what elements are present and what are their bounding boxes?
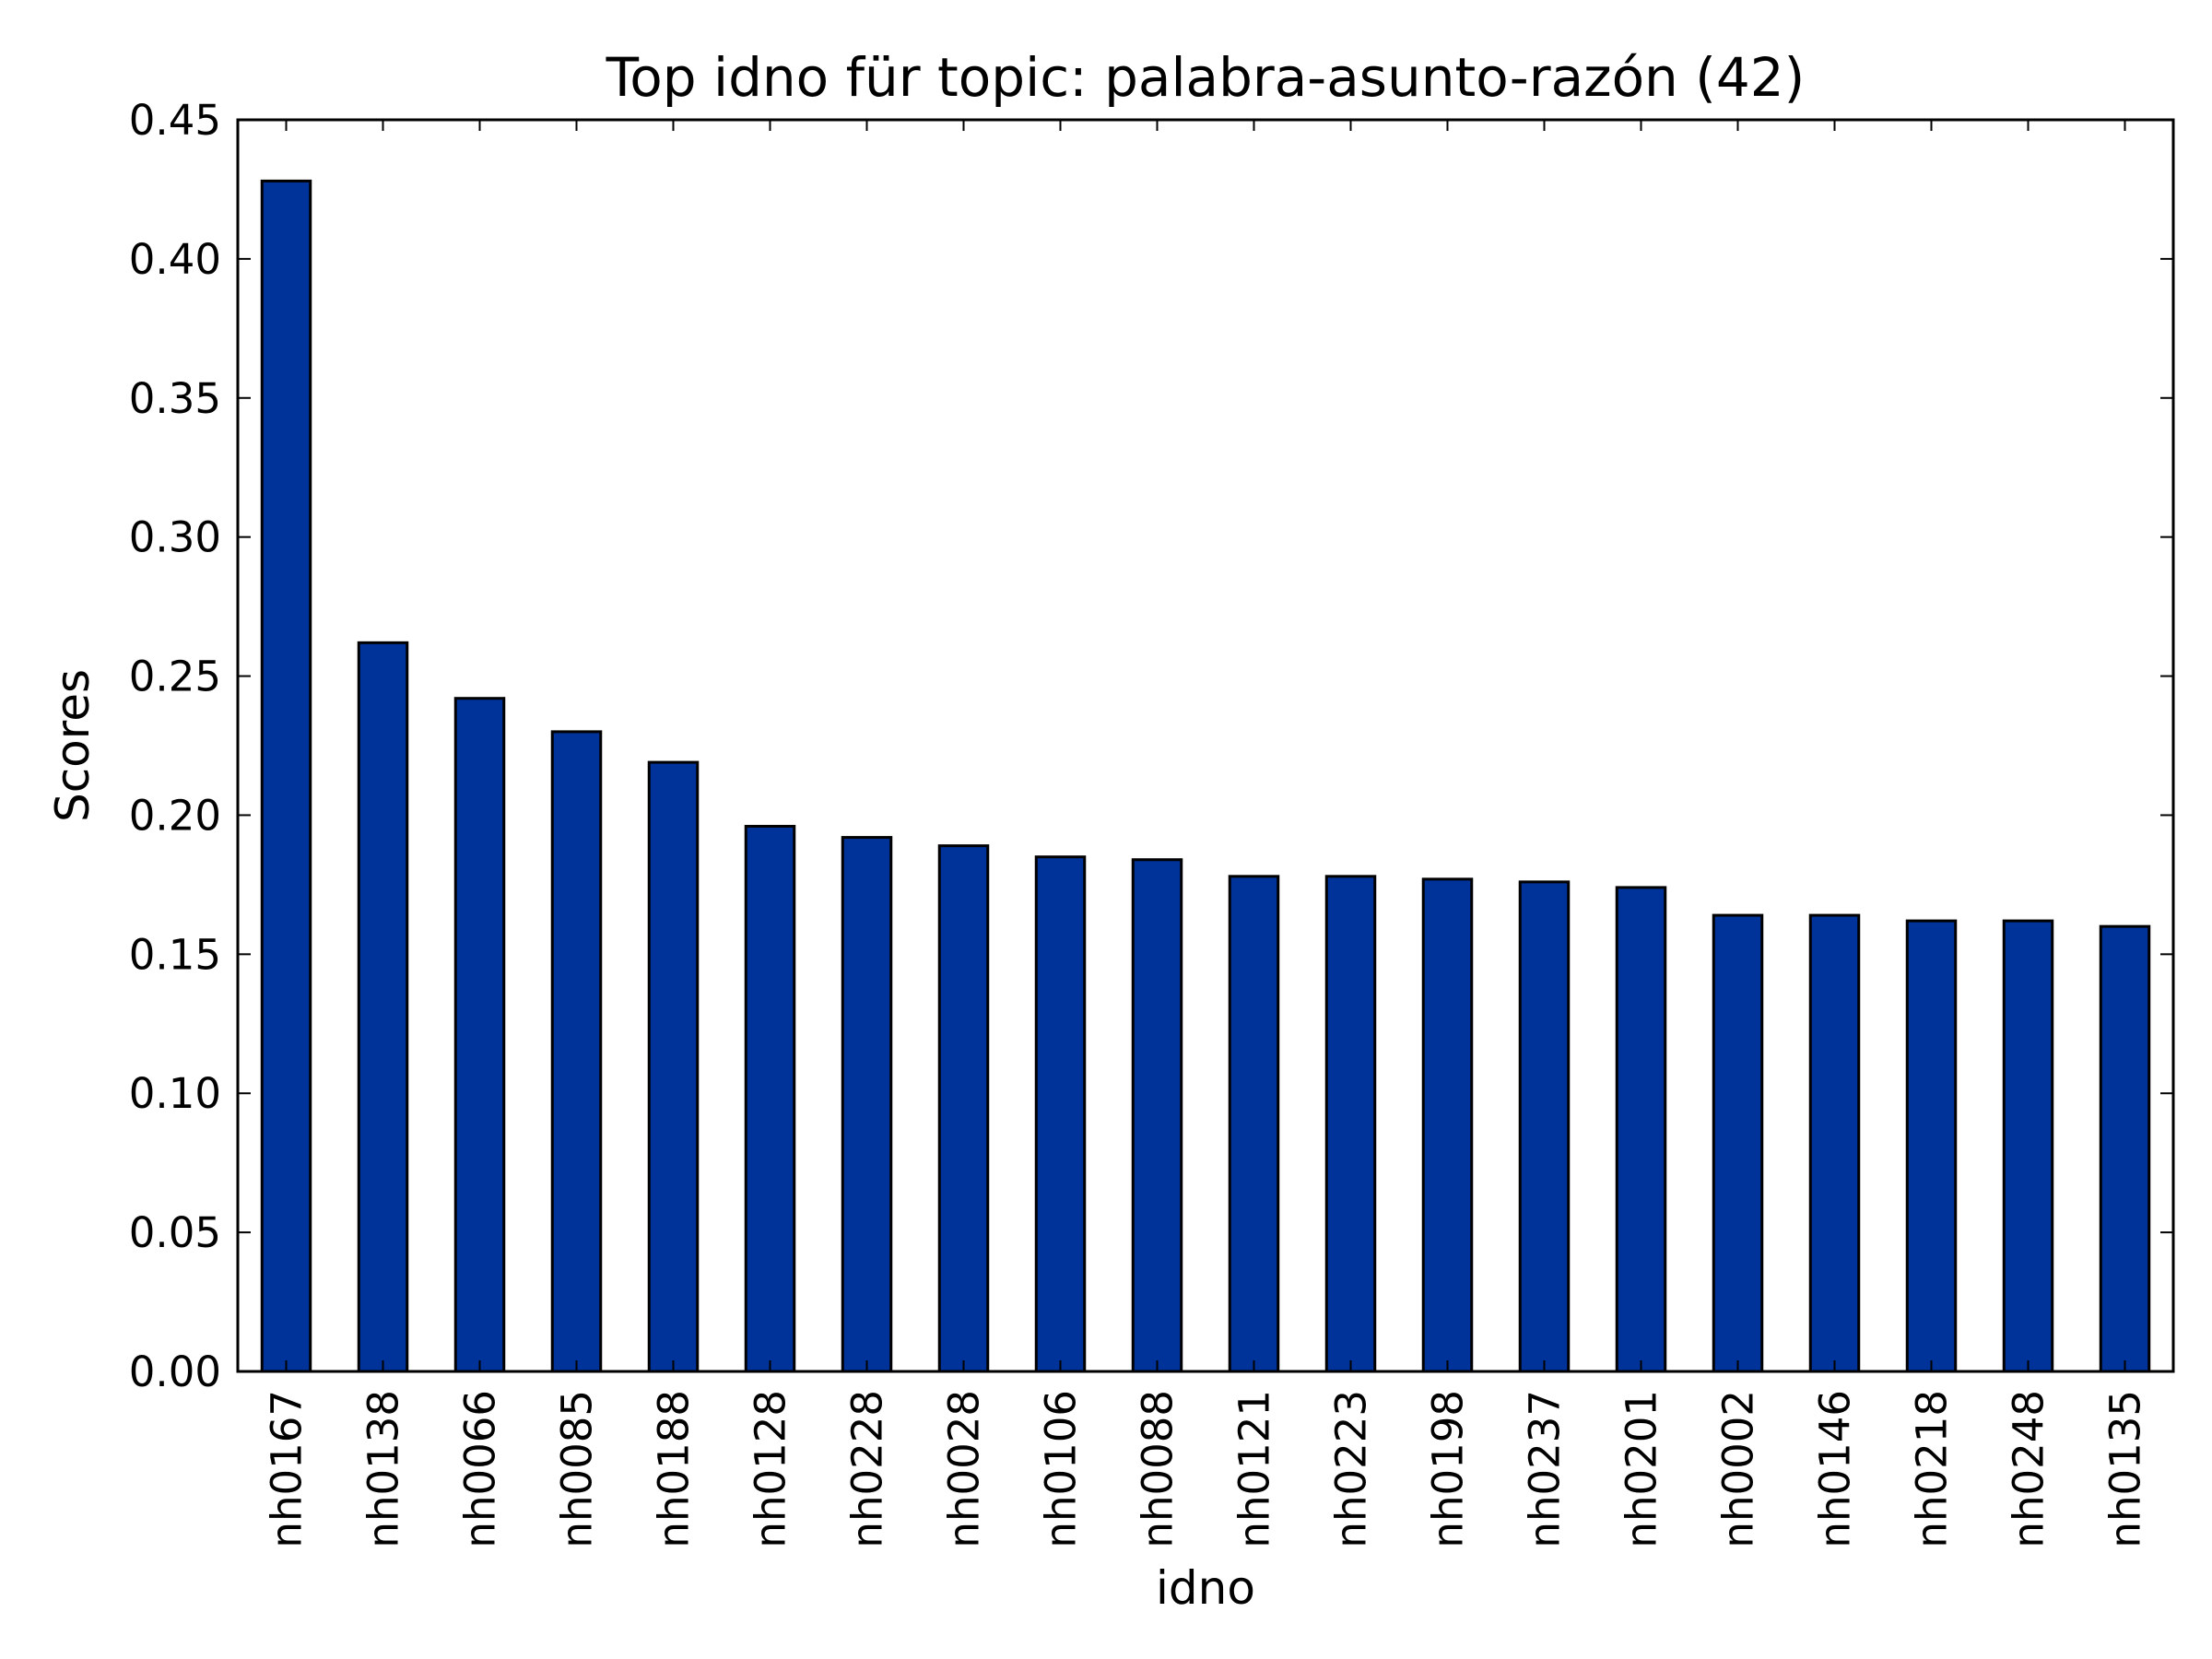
x-axis-label: idno (1156, 1561, 1255, 1615)
bar-nh0138 (357, 641, 409, 1373)
y-tick-labels: 0.00 0.05 0.10 0.15 0.20 0.25 0.30 0.35 0.40 0.45 (129, 96, 221, 1396)
x-tick-labels: nh0167 nh0138 nh0066 nh0085 nh0188 nh0128 nh02… (263, 1390, 2150, 1548)
bar-nh0088 (1131, 858, 1183, 1373)
x-tick-label: nh0198 (1424, 1390, 1473, 1548)
x-tick-label: nh0188 (650, 1390, 699, 1548)
bar-nh0066 (453, 697, 506, 1373)
bar-nh0237 (1518, 880, 1571, 1373)
x-tick-label: nh0002 (1714, 1390, 1763, 1548)
y-tick-label: 0.45 (129, 96, 221, 145)
x-tick-label: nh0228 (843, 1390, 892, 1548)
bars (260, 179, 2151, 1373)
bar-nh0128 (744, 825, 796, 1373)
x-tick-label: nh0135 (2101, 1390, 2150, 1548)
y-tick-label: 0.25 (129, 653, 221, 701)
y-tick-label: 0.00 (129, 1347, 221, 1396)
bar-nh0228 (841, 836, 893, 1373)
y-tick-label: 0.05 (129, 1208, 221, 1257)
bar-nh0135 (2099, 924, 2151, 1373)
x-tick-label: nh0218 (1908, 1390, 1957, 1548)
x-tick-label: nh0028 (940, 1390, 989, 1548)
y-tick-label: 0.40 (129, 235, 221, 284)
y-tick-label: 0.30 (129, 513, 221, 562)
bar-nh0167 (260, 179, 312, 1373)
x-tick-label: nh0066 (456, 1390, 505, 1548)
x-tick-label: nh0201 (1618, 1390, 1666, 1548)
x-tick-label: nh0223 (1327, 1390, 1376, 1548)
x-tick-label: nh0167 (263, 1390, 312, 1548)
y-tick-label: 0.10 (129, 1069, 221, 1118)
bar-nh0002 (1712, 913, 1764, 1373)
bar-nh0028 (937, 844, 990, 1373)
bar-nh0121 (1228, 875, 1280, 1373)
ticks (238, 119, 2173, 1372)
x-tick-label: nh0121 (1230, 1390, 1279, 1548)
bar-nh0248 (2002, 919, 2054, 1373)
bar-nh0218 (1905, 919, 1958, 1373)
x-tick-label: nh0237 (1521, 1390, 1570, 1548)
plot-frame (236, 118, 2175, 1373)
x-tick-label: nh0146 (1811, 1390, 1860, 1548)
bar-nh0223 (1324, 875, 1377, 1373)
bar-nh0201 (1615, 886, 1667, 1373)
x-tick-label: nh0248 (2005, 1390, 2053, 1548)
x-tick-label: nh0088 (1134, 1390, 1182, 1548)
chart-title: Top idno für topic: palabra-asunto-razón… (606, 46, 1806, 109)
bar-nh0085 (550, 730, 603, 1373)
bar-nh0146 (1808, 913, 1861, 1373)
plot-area (236, 118, 2175, 1373)
y-tick-label: 0.35 (129, 374, 221, 423)
bar-nh0106 (1034, 855, 1087, 1373)
bar-nh0188 (647, 760, 700, 1373)
bar-nh0198 (1421, 877, 1474, 1373)
x-tick-label: nh0128 (747, 1390, 795, 1548)
y-axis-label: Scores (46, 669, 100, 822)
x-tick-label: nh0106 (1037, 1390, 1086, 1548)
y-tick-label: 0.20 (129, 791, 221, 840)
y-tick-label: 0.15 (129, 930, 221, 979)
x-tick-label: nh0138 (359, 1390, 408, 1548)
x-tick-label: nh0085 (553, 1390, 602, 1548)
